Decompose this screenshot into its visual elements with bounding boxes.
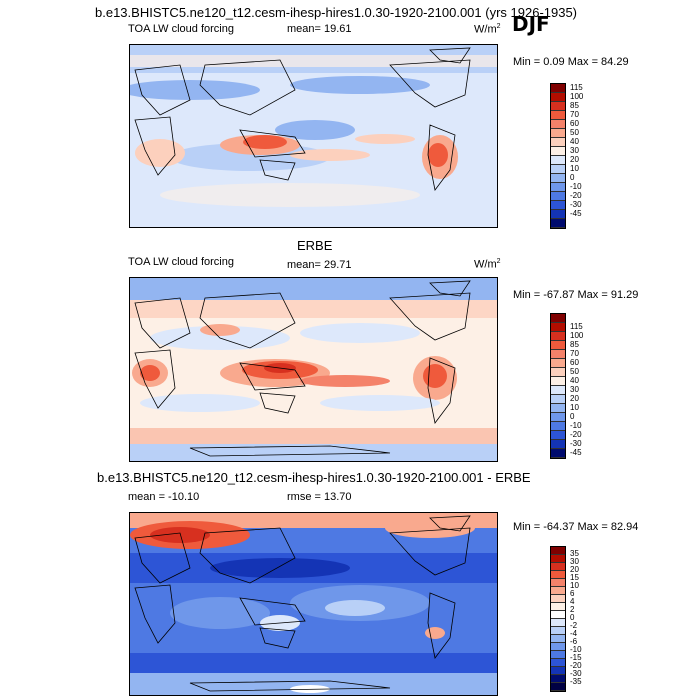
cb1-label: 40 [570, 137, 579, 146]
cb2-label: -45 [570, 448, 582, 457]
cb2-label: 70 [570, 349, 579, 358]
panel3-map [129, 512, 498, 696]
cb2-label: -20 [570, 430, 582, 439]
panel1-map [129, 44, 498, 228]
cb1-label: 20 [570, 155, 579, 164]
cb1-label: 30 [570, 146, 579, 155]
cb2-label: 60 [570, 358, 579, 367]
figure-title: b.e13.BHISTC5.ne120_t12.cesm-ihesp-hires… [95, 5, 578, 20]
cb2-label: 10 [570, 403, 579, 412]
cb1-label: -20 [570, 191, 582, 200]
cb2-label: 20 [570, 394, 579, 403]
cb3-label: -10 [570, 645, 582, 654]
cb2-label: 100 [570, 331, 584, 340]
cb1-label: 85 [570, 101, 579, 110]
panel1-mean: mean= 19.61 [287, 23, 352, 35]
cb1-label: 60 [570, 119, 579, 128]
cb2-label: 30 [570, 385, 579, 394]
cb2-label: 85 [570, 340, 579, 349]
panel1-units: W/m2 [474, 23, 501, 36]
cb1-label: 50 [570, 128, 579, 137]
cb1-label: -10 [570, 182, 582, 191]
panel2-map-field [130, 278, 497, 461]
cb1-label: 100 [570, 92, 584, 101]
cb3-label: -2 [570, 621, 578, 630]
season-label: DJF [512, 12, 550, 36]
panel1-map-field [130, 45, 497, 227]
cb3-label: 20 [570, 565, 579, 574]
cb3-label: 10 [570, 581, 579, 590]
panel3-heading: b.e13.BHISTC5.ne120_t12.cesm-ihesp-hires… [97, 470, 531, 485]
cb2-label: -30 [570, 439, 582, 448]
panel2-heading: ERBE [297, 238, 333, 253]
panel3-minmax: Min = -64.37 Max = 82.94 [513, 521, 639, 533]
panel2-units: W/m2 [474, 258, 501, 271]
cb3-label: -15 [570, 653, 582, 662]
cb2-label: 50 [570, 367, 579, 376]
panel1-colorbar [550, 83, 566, 229]
cb3-label: 35 [570, 549, 579, 558]
cb3-label: -30 [570, 669, 582, 678]
cb3-label: -6 [570, 637, 578, 646]
cb3-label: -20 [570, 661, 582, 670]
panel2-colorbar [550, 313, 566, 459]
cb1-label: 0 [570, 173, 575, 182]
panel2-minmax: Min = -67.87 Max = 91.29 [513, 289, 639, 301]
cb1-label: -45 [570, 209, 582, 218]
cb2-label: 115 [570, 322, 583, 331]
cb3-label: 2 [570, 605, 575, 614]
panel3-mean: mean = -10.10 [128, 491, 200, 503]
cb3-label: 6 [570, 589, 575, 598]
cb3-label: 15 [570, 573, 579, 582]
cb3-label: 0 [570, 613, 575, 622]
panel2-variable: TOA LW cloud forcing [128, 256, 234, 268]
panel3-map-field [130, 513, 497, 695]
panel1-minmax: Min = 0.09 Max = 84.29 [513, 56, 629, 68]
cb3-label: -4 [570, 629, 578, 638]
cb2-label: 0 [570, 412, 575, 421]
panel3-colorbar [550, 546, 566, 692]
cb3-label: 4 [570, 597, 575, 606]
cb1-label: 10 [570, 164, 579, 173]
panel3-rmse: rmse = 13.70 [287, 491, 352, 503]
cb1-label: 115 [570, 83, 583, 92]
cb3-label: -35 [570, 677, 582, 686]
cb3-label: 30 [570, 557, 579, 566]
panel2-mean: mean= 29.71 [287, 259, 352, 271]
cb1-label: 70 [570, 110, 579, 119]
cb2-label: -10 [570, 421, 582, 430]
panel1-variable: TOA LW cloud forcing [128, 23, 234, 35]
cb2-label: 40 [570, 376, 579, 385]
panel2-map [129, 277, 498, 462]
cb1-label: -30 [570, 200, 582, 209]
